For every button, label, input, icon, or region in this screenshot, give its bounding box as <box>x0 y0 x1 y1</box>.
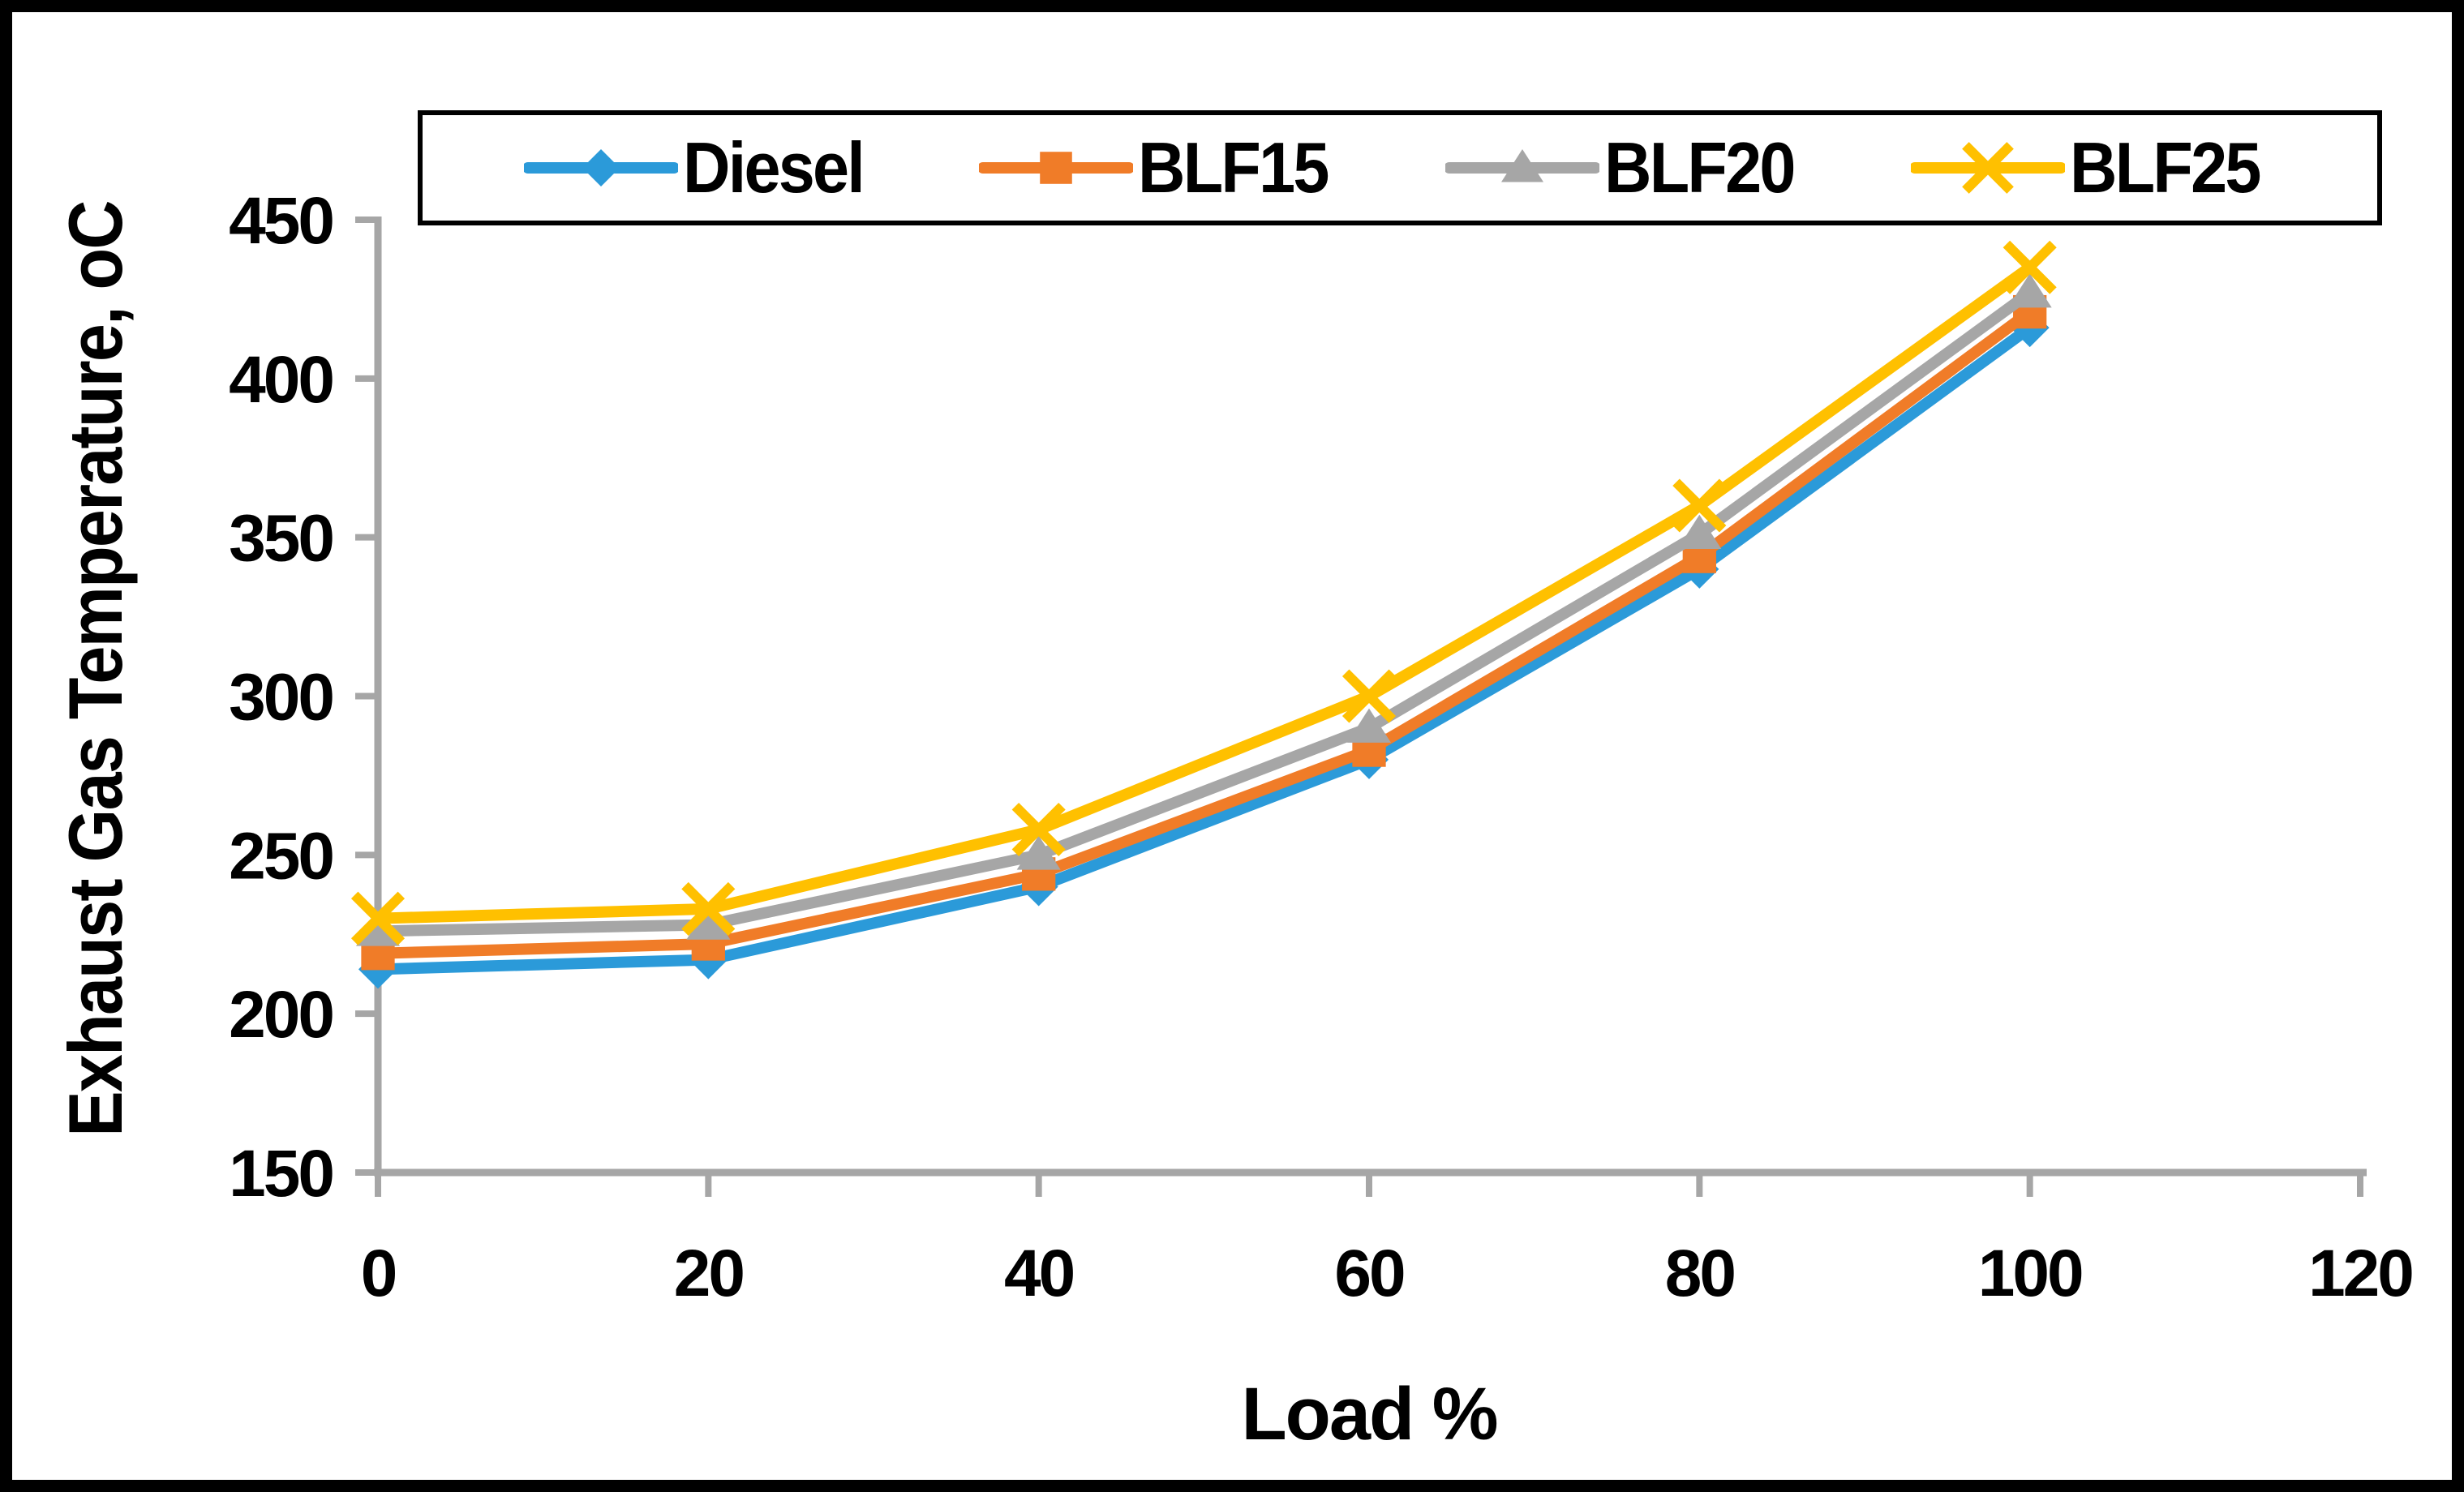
x-tick-label: 40 <box>1004 1237 1074 1310</box>
marker-x <box>681 881 736 936</box>
legend-item-blf25: BLF25 <box>1911 126 2276 209</box>
legend-sample-x-icon <box>1911 142 2066 194</box>
series-line-blf20 <box>372 287 2036 937</box>
legend-label: Diesel <box>682 127 865 208</box>
legend-label: BLF20 <box>1603 127 1796 208</box>
marker-triangle <box>686 905 731 940</box>
marker-square <box>1040 152 1073 184</box>
marker-x <box>350 891 406 945</box>
legend-sample-diamond-icon <box>523 149 678 186</box>
y-tick-label: 250 <box>229 819 333 893</box>
x-tick-label: 100 <box>1978 1237 2082 1310</box>
x-tick-label: 20 <box>674 1237 744 1310</box>
marker-triangle <box>1016 835 1061 870</box>
marker-x <box>1011 802 1066 857</box>
y-tick-label: 300 <box>229 661 333 735</box>
marker-x <box>1341 669 1397 723</box>
marker-triangle <box>2007 273 2052 308</box>
marker-diamond <box>582 149 620 186</box>
legend-label: BLF25 <box>2070 127 2261 208</box>
marker-x <box>2003 240 2057 294</box>
legend-sample-square-icon <box>979 152 1134 184</box>
x-tick-label: 120 <box>2308 1237 2412 1310</box>
legend: Diesel BLF15 BLF20 BLF25 <box>418 110 2382 225</box>
marker-triangle <box>1347 708 1391 743</box>
y-axis-title: Exhaust Gas Temperature, oC <box>53 201 138 1137</box>
y-tick-label: 450 <box>229 184 333 258</box>
legend-sample-triangle-icon <box>1444 149 1599 182</box>
x-tick-label: 0 <box>361 1237 396 1310</box>
marker-triangle <box>356 911 400 946</box>
series-line-blf25 <box>372 261 2036 924</box>
x-tick-label: 80 <box>1665 1237 1735 1310</box>
marker-triangle <box>1500 149 1543 182</box>
series-line-diesel <box>372 322 2036 975</box>
legend-item-blf20: BLF20 <box>1444 126 1810 209</box>
legend-label: BLF15 <box>1138 127 1329 208</box>
y-tick-label: 200 <box>229 978 333 1052</box>
marker-x <box>1672 478 1727 533</box>
x-tick-label: 60 <box>1334 1237 1404 1310</box>
legend-item-diesel: Diesel <box>523 126 878 209</box>
marker-x <box>1962 142 2015 194</box>
marker-triangle <box>1677 514 1722 549</box>
series-line-blf15 <box>372 306 2036 959</box>
legend-item-blf15: BLF15 <box>979 126 1344 209</box>
x-axis-title: Load % <box>1241 1373 1498 1456</box>
y-tick-label: 400 <box>229 343 333 417</box>
y-tick-label: 150 <box>229 1137 333 1211</box>
y-tick-label: 350 <box>229 502 333 576</box>
